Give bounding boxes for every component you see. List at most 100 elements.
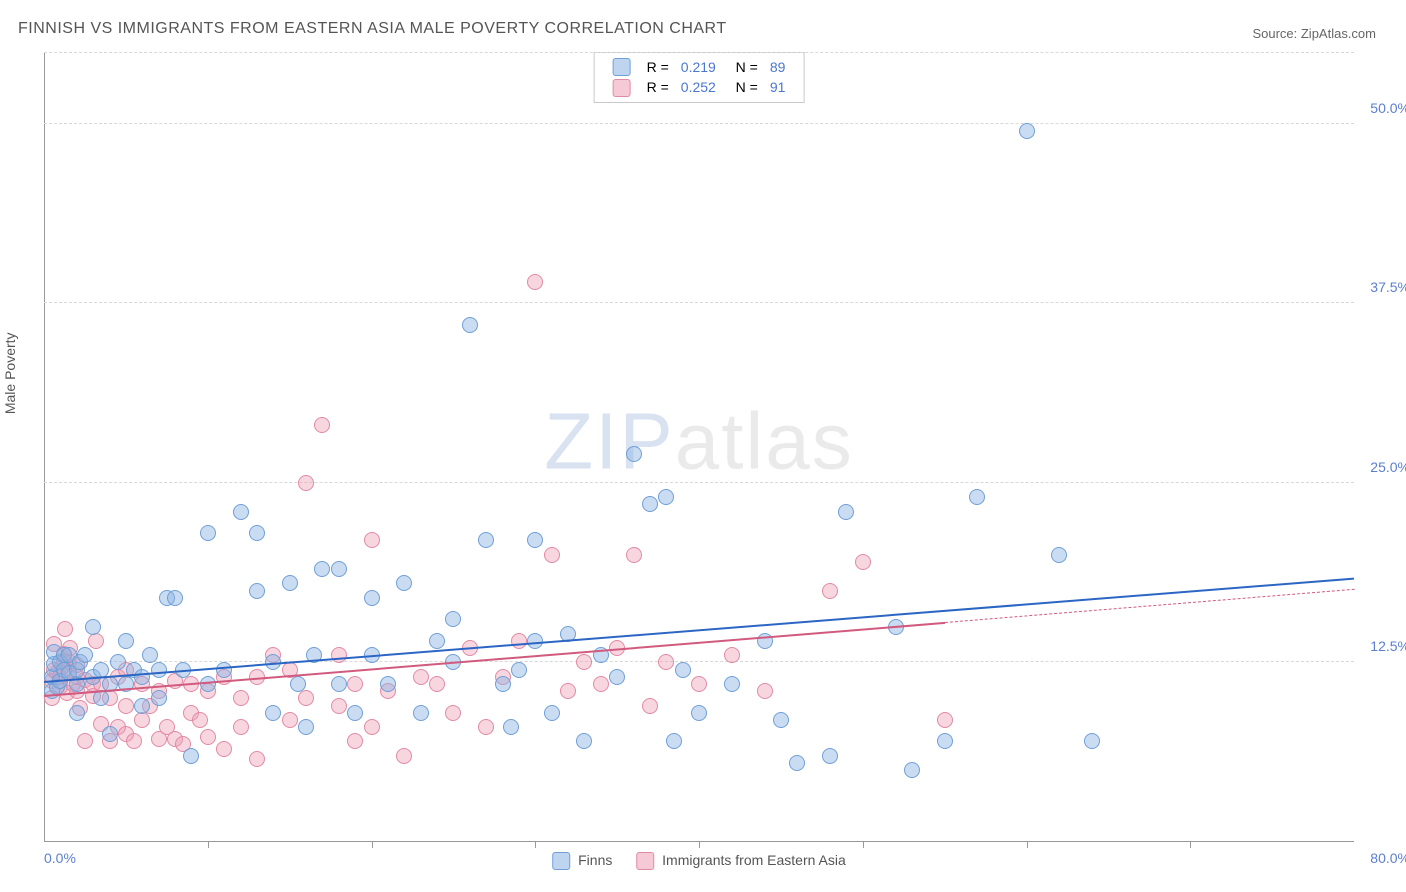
data-point-finns	[666, 733, 682, 749]
data-point-finns	[118, 633, 134, 649]
data-point-finns	[658, 489, 674, 505]
data-point-finns	[265, 705, 281, 721]
data-point-easia	[298, 475, 314, 491]
x-tick-mark	[535, 842, 536, 848]
data-point-easia	[544, 547, 560, 563]
data-point-finns	[969, 489, 985, 505]
y-tick-label: 37.5%	[1370, 279, 1406, 295]
x-tick-mark	[372, 842, 373, 848]
data-point-finns	[331, 561, 347, 577]
data-point-finns	[511, 662, 527, 678]
data-point-finns	[789, 755, 805, 771]
data-point-easia	[88, 633, 104, 649]
data-point-easia	[347, 676, 363, 692]
data-point-finns	[1084, 733, 1100, 749]
data-point-easia	[576, 654, 592, 670]
swatch-finns	[613, 58, 631, 76]
data-point-finns	[773, 712, 789, 728]
data-point-easia	[200, 729, 216, 745]
data-point-finns	[445, 611, 461, 627]
y-tick-label: 50.0%	[1370, 100, 1406, 116]
data-point-easia	[691, 676, 707, 692]
data-point-finns	[134, 669, 150, 685]
grid-line	[44, 302, 1354, 303]
y-axis-label: Male Poverty	[2, 332, 18, 414]
data-point-easia	[937, 712, 953, 728]
data-point-finns	[167, 590, 183, 606]
data-point-finns	[1019, 123, 1035, 139]
data-point-easia	[757, 683, 773, 699]
data-point-easia	[364, 532, 380, 548]
data-point-easia	[77, 733, 93, 749]
legend-row-finns: R = 0.219 N = 89	[607, 57, 792, 77]
data-point-easia	[233, 719, 249, 735]
data-point-finns	[691, 705, 707, 721]
data-point-finns	[429, 633, 445, 649]
watermark-atlas: atlas	[675, 396, 854, 485]
data-point-easia	[192, 712, 208, 728]
data-point-finns	[724, 676, 740, 692]
data-point-finns	[838, 504, 854, 520]
data-point-easia	[527, 274, 543, 290]
data-point-easia	[331, 698, 347, 714]
data-point-finns	[69, 705, 85, 721]
data-point-easia	[445, 705, 461, 721]
data-point-easia	[249, 751, 265, 767]
source-prefix: Source:	[1252, 26, 1300, 41]
data-point-finns	[331, 676, 347, 692]
legend-r-finns: 0.219	[675, 57, 722, 77]
data-point-finns	[503, 719, 519, 735]
x-tick-mark	[1190, 842, 1191, 848]
grid-line	[44, 482, 1354, 483]
data-point-finns	[396, 575, 412, 591]
data-point-easia	[429, 676, 445, 692]
data-point-finns	[544, 705, 560, 721]
y-tick-label: 12.5%	[1370, 638, 1406, 654]
data-point-easia	[118, 698, 134, 714]
legend-n-label: N =	[722, 57, 764, 77]
legend-r-easia: 0.252	[675, 77, 722, 97]
data-point-easia	[855, 554, 871, 570]
legend-row-easia: R = 0.252 N = 91	[607, 77, 792, 97]
data-point-finns	[822, 748, 838, 764]
grid-line	[44, 52, 1354, 53]
data-point-finns	[151, 690, 167, 706]
data-point-easia	[216, 741, 232, 757]
swatch-easia	[613, 79, 631, 97]
swatch-easia-bottom	[636, 852, 654, 870]
data-point-finns	[151, 662, 167, 678]
data-point-finns	[413, 705, 429, 721]
data-point-finns	[183, 748, 199, 764]
x-tick-mark	[863, 842, 864, 848]
data-point-finns	[462, 317, 478, 333]
legend-item-easia: Immigrants from Eastern Asia	[636, 852, 846, 868]
scatter-plot: Male Poverty ZIPatlas R = 0.219 N = 89 R…	[44, 52, 1354, 842]
x-tick-max: 80.0%	[1370, 850, 1406, 866]
data-point-finns	[314, 561, 330, 577]
x-tick-mark	[208, 842, 209, 848]
legend-item-finns: Finns	[552, 852, 616, 868]
data-point-easia	[396, 748, 412, 764]
data-point-finns	[282, 575, 298, 591]
data-point-finns	[609, 669, 625, 685]
data-point-finns	[77, 647, 93, 663]
grid-line	[44, 661, 1354, 662]
data-point-easia	[364, 719, 380, 735]
data-point-finns	[1051, 547, 1067, 563]
data-point-easia	[347, 733, 363, 749]
y-axis-line	[44, 52, 45, 842]
data-point-easia	[593, 676, 609, 692]
data-point-easia	[126, 733, 142, 749]
legend-label-finns: Finns	[578, 852, 612, 868]
data-point-finns	[110, 654, 126, 670]
data-point-easia	[560, 683, 576, 699]
trend-line	[44, 578, 1354, 683]
legend-n-easia: 91	[764, 77, 792, 97]
x-tick-mark	[1027, 842, 1028, 848]
watermark: ZIPatlas	[544, 395, 853, 487]
data-point-finns	[134, 698, 150, 714]
data-point-easia	[134, 712, 150, 728]
swatch-finns-bottom	[552, 852, 570, 870]
data-point-finns	[364, 590, 380, 606]
data-point-finns	[347, 705, 363, 721]
